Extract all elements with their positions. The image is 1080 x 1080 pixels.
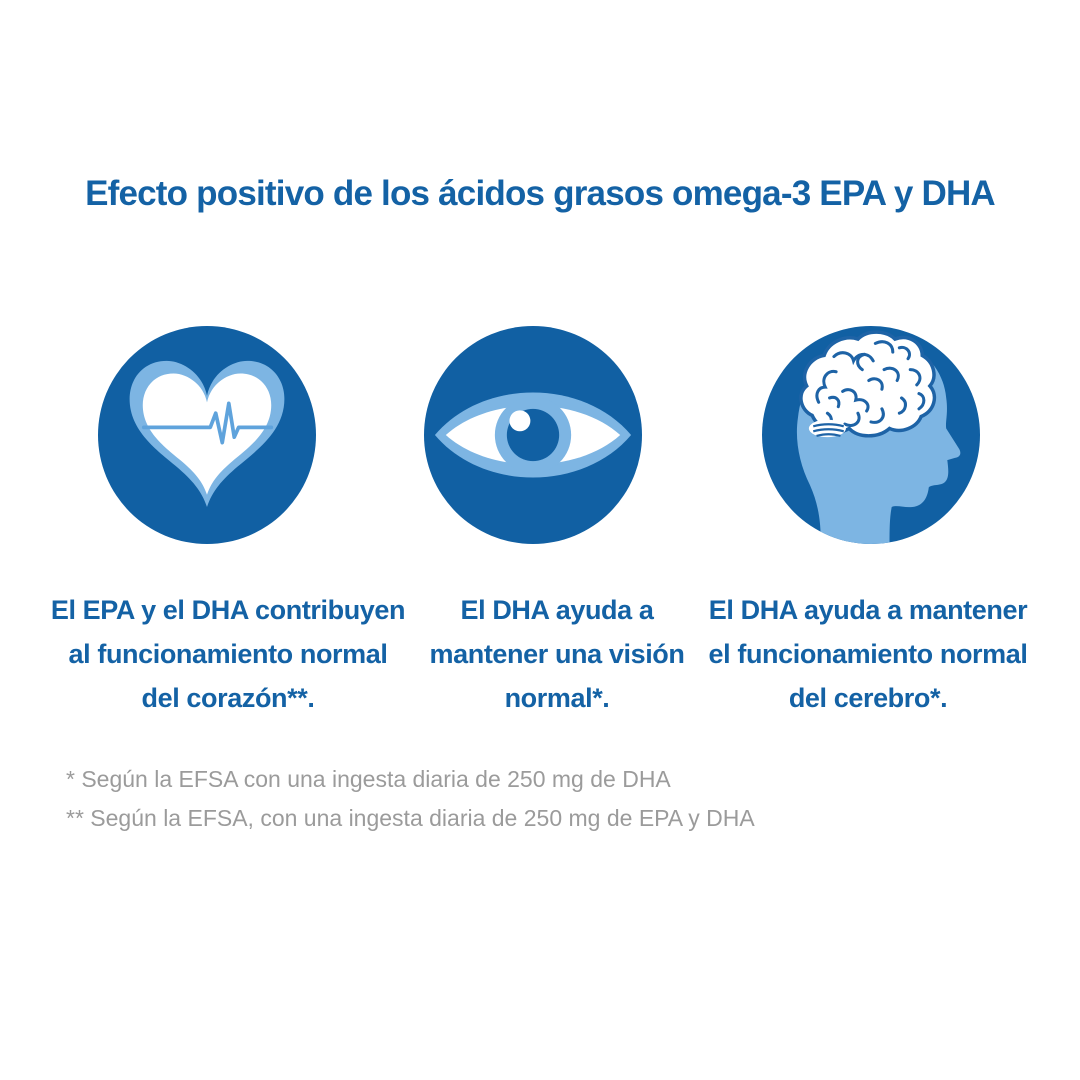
benefit-eye xyxy=(424,326,642,544)
caption-eye: El DHA ayuda a mantener una visión norma… xyxy=(407,588,707,720)
heart-ekg-icon xyxy=(98,326,316,544)
eye-icon xyxy=(424,326,642,544)
benefit-heart xyxy=(98,326,316,544)
benefit-brain xyxy=(762,326,980,544)
caption-brain: El DHA ayuda a mantener el funcionamient… xyxy=(688,588,1048,720)
caption-line: del cerebro*. xyxy=(788,683,948,713)
caption-line: el funcionamiento normal xyxy=(708,639,1028,669)
caption-heart: El EPA y el DHA contribuyen al funcionam… xyxy=(28,588,428,720)
page-title: Efecto positivo de los ácidos grasos ome… xyxy=(85,174,996,213)
caption-line: del corazón**. xyxy=(141,683,315,713)
footnotes: * Según la EFSA con una ingesta diaria d… xyxy=(66,760,755,838)
caption-line: El DHA ayuda a mantener xyxy=(708,595,1028,625)
caption-line: normal*. xyxy=(504,683,610,713)
caption-line: El DHA ayuda a xyxy=(460,595,654,625)
caption-line: El EPA y el DHA contribuyen xyxy=(50,595,406,625)
caption-line: mantener una visión xyxy=(429,639,685,669)
caption-line: al funcionamiento normal xyxy=(68,639,388,669)
brain-head-icon xyxy=(762,326,980,544)
footnote-epa-dha: ** Según la EFSA, con una ingesta diaria… xyxy=(66,805,755,831)
footnote-dha: * Según la EFSA con una ingesta diaria d… xyxy=(66,766,671,792)
